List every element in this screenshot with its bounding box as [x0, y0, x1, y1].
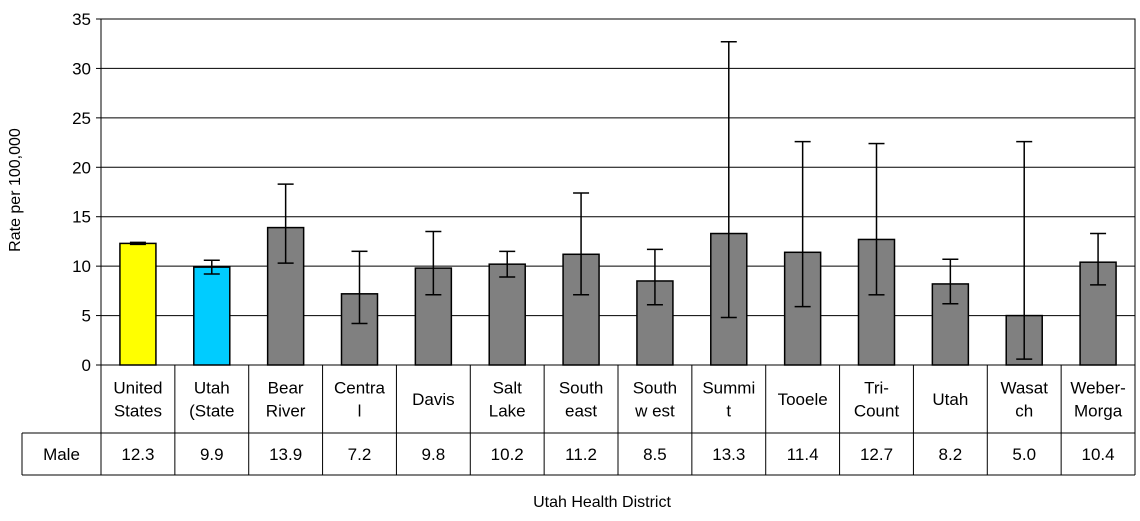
bar	[488, 263, 526, 366]
data-label: 10.2	[491, 445, 524, 464]
y-tick-labels: 0 5 10 15 20 25 30 35	[72, 10, 91, 375]
y-tick-label: 25	[72, 109, 91, 128]
category-label: Count	[854, 402, 900, 421]
data-label: 12.3	[121, 445, 154, 464]
x-axis-label: Utah Health District	[533, 494, 671, 511]
data-label: 9.9	[200, 445, 224, 464]
y-tick-label: 35	[72, 10, 91, 29]
data-label: 5.0	[1012, 445, 1036, 464]
category-label: South	[633, 379, 677, 398]
category-label: Utah	[932, 390, 968, 409]
category-label: Centra	[334, 379, 386, 398]
data-label: 9.8	[422, 445, 446, 464]
y-tick-label: 20	[72, 158, 91, 177]
y-tick-label: 5	[82, 307, 91, 326]
bar	[857, 238, 896, 366]
bar	[119, 242, 157, 366]
data-label: 10.4	[1082, 445, 1115, 464]
category-label: Tri-	[864, 379, 889, 398]
y-tick-label: 15	[72, 208, 91, 227]
category-label: Tooele	[778, 390, 828, 409]
category-label: River	[266, 402, 306, 421]
category-label: l	[358, 402, 362, 421]
category-label: Weber-	[1070, 379, 1125, 398]
category-label: Morga	[1074, 402, 1123, 421]
y-axis-label: Rate per 100,000	[7, 128, 24, 252]
data-label: 8.5	[643, 445, 667, 464]
series-name-label: Male	[43, 445, 80, 464]
y-tick-label: 0	[82, 356, 91, 375]
data-label: 11.2	[565, 445, 597, 464]
category-labels: United States Utah (State Bear River Centra l Da…	[113, 379, 1125, 421]
category-label: Davis	[412, 390, 455, 409]
bar	[193, 266, 231, 366]
category-label: east	[565, 402, 597, 421]
category-label: States	[114, 402, 162, 421]
data-label: 8.2	[939, 445, 963, 464]
data-label: 11.4	[787, 445, 819, 464]
bars	[119, 226, 1117, 366]
data-label: 13.9	[269, 445, 302, 464]
data-label: 13.3	[712, 445, 745, 464]
category-label: Utah	[194, 379, 230, 398]
category-label: ch	[1015, 402, 1033, 421]
error-bars	[129, 40, 1107, 360]
bar	[783, 251, 822, 366]
axes	[96, 18, 1136, 366]
data-label: 12.7	[860, 445, 893, 464]
gridlines	[101, 18, 1135, 317]
data-table: Male 12.3 9.9 13.9 7.2 9.8 10.2 11.2 8.5 13.3 11.4…	[21, 365, 1136, 476]
category-label: Bear	[268, 379, 304, 398]
category-label: Salt	[493, 379, 523, 398]
category-label: United	[113, 379, 162, 398]
data-label: 7.2	[348, 445, 372, 464]
category-label: (State	[189, 402, 234, 421]
plot-area-border	[100, 18, 1136, 366]
category-label: w est	[634, 402, 675, 421]
y-tick-label: 10	[72, 257, 91, 276]
category-label: South	[559, 379, 603, 398]
category-label: Summi	[702, 379, 755, 398]
y-tick-label: 30	[72, 59, 91, 78]
category-label: Lake	[489, 402, 526, 421]
category-label: Wasat	[1000, 379, 1048, 398]
category-label: t	[726, 402, 731, 421]
